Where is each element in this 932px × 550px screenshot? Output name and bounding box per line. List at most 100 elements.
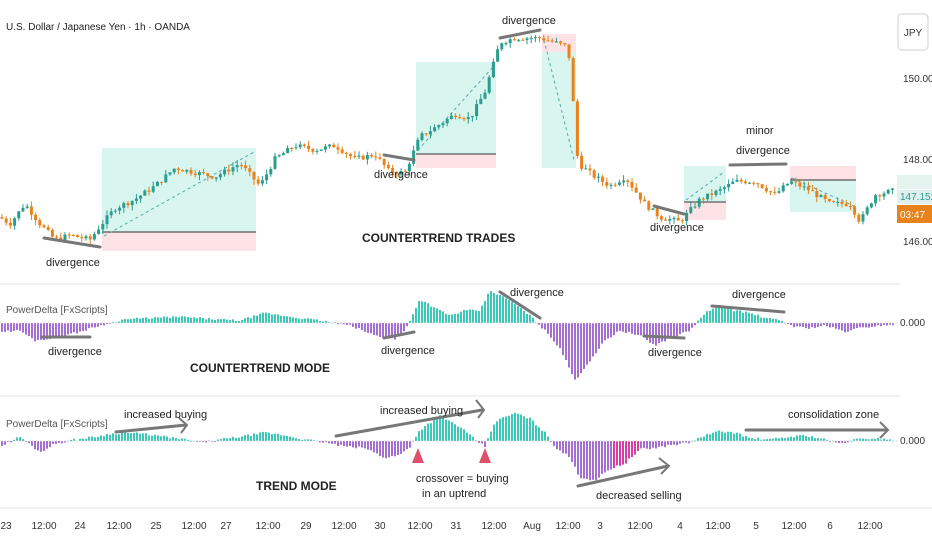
candle <box>521 39 525 41</box>
histogram-bar <box>250 318 252 323</box>
histogram-bar <box>682 323 684 333</box>
histogram-bar <box>235 320 237 323</box>
histogram-bar <box>646 441 648 449</box>
histogram-bar <box>697 437 699 441</box>
histogram-bar <box>529 417 531 441</box>
histogram-bar <box>304 318 306 323</box>
histogram-bar <box>103 436 105 441</box>
histogram-bar <box>781 321 783 323</box>
histogram-bar <box>268 313 270 323</box>
histogram-bar <box>400 441 402 454</box>
currency-button-frame[interactable] <box>897 13 929 51</box>
histogram-bar <box>448 420 450 441</box>
currency-button[interactable]: JPY <box>904 28 923 39</box>
histogram-bar <box>856 323 858 328</box>
histogram-bar <box>886 439 888 441</box>
histogram-bar <box>175 316 177 323</box>
histogram-bar <box>187 439 189 441</box>
histogram-bar <box>412 314 414 323</box>
time-axis[interactable]: 23 12:00 24 12:00 25 12:00 27 12:00 29 12:00 30 12:… <box>0 521 883 532</box>
candle <box>357 155 361 157</box>
candle <box>638 192 642 200</box>
histogram-bar <box>163 435 165 441</box>
candle <box>231 167 235 172</box>
histogram-bar <box>496 294 498 323</box>
time-tick: 25 <box>150 521 162 532</box>
histogram-bar <box>43 323 45 341</box>
histogram-bar <box>97 323 99 327</box>
histogram-bar <box>709 434 711 441</box>
histogram-bar <box>739 310 741 323</box>
candle <box>785 183 789 186</box>
histogram-bar <box>703 436 705 441</box>
histogram-bar <box>358 323 360 329</box>
candle <box>622 180 626 183</box>
histogram-bar <box>253 433 255 441</box>
histogram-bar <box>232 436 234 441</box>
histogram-bar <box>619 441 621 466</box>
time-tick: 12:00 <box>555 521 580 532</box>
price-axis[interactable]: 150.000 148.000 146.000 147.152 03:47 <box>897 74 932 248</box>
histogram-bar <box>841 441 843 443</box>
histogram-bar <box>451 314 453 323</box>
histogram-bar <box>154 317 156 323</box>
histogram-bar <box>184 316 186 323</box>
histogram-bar <box>646 323 648 341</box>
histogram-bar <box>466 310 468 323</box>
indicator-1-title[interactable]: PowerDelta [FxScripts] <box>6 305 108 316</box>
candle <box>17 211 21 219</box>
candle <box>168 172 172 175</box>
histogram-bar <box>247 434 249 441</box>
histogram-bar <box>511 414 513 441</box>
candle <box>290 148 294 149</box>
histogram-bar <box>4 323 6 332</box>
histogram-bar <box>55 441 57 444</box>
price-candles[interactable] <box>0 34 894 244</box>
histogram-bar <box>616 323 618 332</box>
histogram-bar <box>703 314 705 323</box>
candle <box>42 225 46 228</box>
candle <box>433 127 437 132</box>
histogram-bar <box>502 417 504 441</box>
histogram-bar <box>301 439 303 441</box>
candle <box>214 177 218 179</box>
histogram-bar <box>733 433 735 441</box>
histogram-bar <box>514 412 516 441</box>
symbol-title[interactable]: U.S. Dollar / Japanese Yen · 1h · OANDA <box>6 22 190 33</box>
histogram-bar <box>652 441 654 448</box>
histogram-bar <box>88 323 90 329</box>
histogram-bar <box>145 317 147 323</box>
histogram-bar <box>637 441 639 452</box>
histogram-bar <box>487 293 489 323</box>
histogram-bar <box>685 323 687 332</box>
histogram-bar <box>469 434 471 441</box>
histogram-bar <box>133 318 135 323</box>
histogram-bar <box>82 323 84 331</box>
histogram-bar <box>31 441 33 446</box>
histogram-bar <box>169 438 171 441</box>
histogram-bar <box>547 436 549 441</box>
histogram-bar <box>22 323 24 333</box>
candle <box>143 190 147 196</box>
candle <box>470 116 474 118</box>
histogram-bar <box>808 323 810 329</box>
histogram-bar <box>10 441 12 443</box>
candle <box>722 187 726 190</box>
time-tick: 12:00 <box>407 521 432 532</box>
indicator-2-title[interactable]: PowerDelta [FxScripts] <box>6 419 108 430</box>
histogram-bar <box>424 426 426 441</box>
histogram-bar <box>292 317 294 323</box>
histogram-bar <box>760 317 762 323</box>
histogram-bar <box>511 301 513 323</box>
histogram-bar <box>274 314 276 323</box>
candle <box>487 77 491 93</box>
histogram-bar <box>1 441 3 446</box>
histogram-bar <box>748 312 750 323</box>
histogram-bar <box>139 433 141 441</box>
histogram-bar <box>43 441 45 451</box>
histogram-bar <box>784 438 786 441</box>
annotation-lines <box>40 28 888 488</box>
histogram-bar <box>268 432 270 441</box>
histogram-bar <box>145 433 147 441</box>
